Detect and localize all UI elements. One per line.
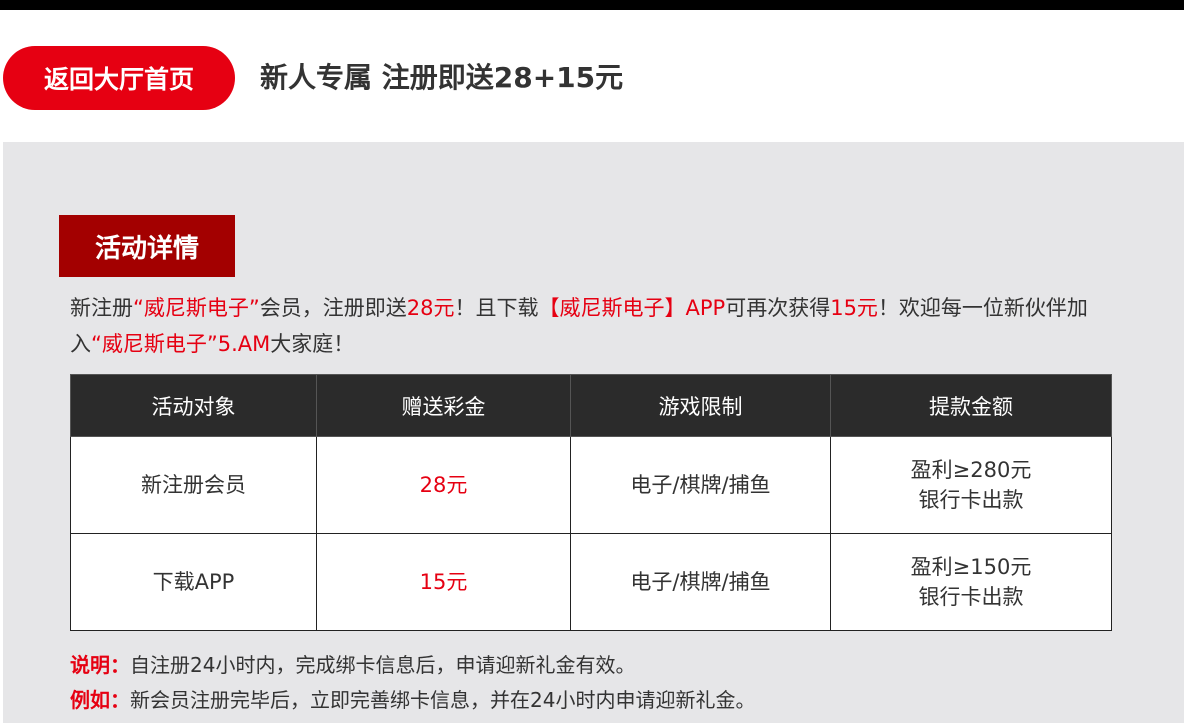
table-row: 下载APP 15元 电子/棋牌/捕鱼 盈利≥150元 银行卡出款 (70, 533, 1112, 631)
bonus-cell: 28元 (316, 436, 571, 534)
withdraw-method: 银行卡出款 (918, 585, 1024, 609)
intro-text: 新注册“威尼斯电子”会员，注册即送28元！且下载【威尼斯电子】APP可再次获得1… (70, 290, 1130, 362)
games-cell: 电子/棋牌/捕鱼 (570, 533, 831, 631)
target-cell: 下载APP (70, 533, 317, 631)
bonus-table: 活动对象 赠送彩金 游戏限制 提款金额 新注册会员 28元 电子/棋牌/捕鱼 盈… (70, 374, 1112, 631)
note-example: 例如：新会员注册完毕后，立即完善绑卡信息，并在24小时内申请迎新礼金。 (70, 684, 755, 713)
intro-segment: 可再次获得 (725, 296, 831, 320)
intro-segment: ！且下载 (454, 296, 539, 320)
table-row: 新注册会员 28元 电子/棋牌/捕鱼 盈利≥280元 银行卡出款 (70, 436, 1112, 534)
withdraw-method: 银行卡出款 (918, 488, 1024, 512)
section-tag: 活动详情 (59, 215, 235, 277)
intro-segment: 28元 (406, 296, 455, 320)
intro-segment: ！欢迎每一位新伙伴加入 (70, 296, 1088, 356)
intro-segment: 15元 (830, 296, 878, 320)
withdraw-cell: 盈利≥280元 银行卡出款 (830, 436, 1112, 534)
withdraw-condition: 盈利≥150元 (910, 555, 1032, 579)
note-label: 例如： (70, 688, 130, 712)
target-cell: 新注册会员 (70, 436, 317, 534)
intro-segment: “威尼斯电子” (91, 332, 218, 356)
note-label: 说明： (70, 653, 130, 677)
bonus-cell: 15元 (316, 533, 571, 631)
top-bar (0, 0, 1184, 10)
col-header: 提款金额 (830, 374, 1112, 437)
intro-segment: “威尼斯电子” (133, 296, 260, 320)
withdraw-cell: 盈利≥150元 银行卡出款 (830, 533, 1112, 631)
intro-segment: 新注册 (70, 296, 133, 320)
activity-panel: 活动详情 新注册“威尼斯电子”会员，注册即送28元！且下载【威尼斯电子】APP可… (3, 142, 1184, 723)
intro-segment: 【威尼斯电子】APP (538, 296, 726, 320)
table-header-row: 活动对象 赠送彩金 游戏限制 提款金额 (70, 374, 1112, 437)
withdraw-condition: 盈利≥280元 (910, 458, 1032, 482)
note-text: 自注册24小时内，完成绑卡信息后，申请迎新礼金有效。 (130, 653, 636, 677)
intro-segment: 5.AM (217, 332, 271, 356)
page-title: 新人专属 注册即送28+15元 (260, 61, 624, 94)
games-cell: 电子/棋牌/捕鱼 (570, 436, 831, 534)
back-to-lobby-button[interactable]: 返回大厅首页 (3, 46, 235, 110)
intro-segment: 会员，注册即送 (259, 296, 407, 320)
col-header: 游戏限制 (570, 374, 831, 437)
col-header: 赠送彩金 (316, 374, 571, 437)
col-header: 活动对象 (70, 374, 317, 437)
intro-segment: 大家庭！ (270, 332, 355, 356)
note-text: 新会员注册完毕后，立即完善绑卡信息，并在24小时内申请迎新礼金。 (130, 688, 756, 712)
note-explanation: 说明：自注册24小时内，完成绑卡信息后，申请迎新礼金有效。 (70, 649, 635, 678)
